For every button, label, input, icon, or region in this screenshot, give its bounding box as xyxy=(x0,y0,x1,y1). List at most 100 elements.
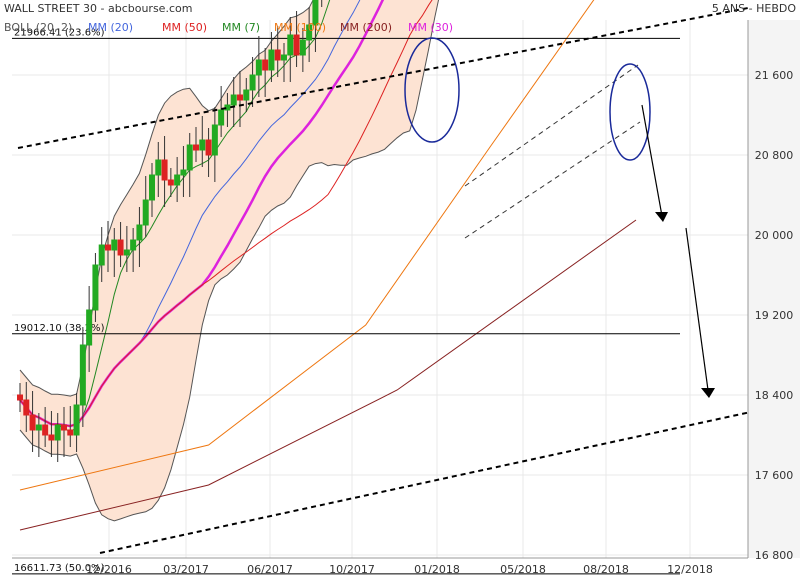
legend-item: MM (30) xyxy=(408,21,453,34)
arrow-head-2 xyxy=(701,388,715,398)
chart-title: WALL STREET 30 - abcbourse.com xyxy=(4,2,192,15)
candle-body xyxy=(155,159,162,176)
candle-body xyxy=(174,174,181,186)
candle-body xyxy=(293,34,300,56)
ma50-line xyxy=(19,0,433,427)
channel-upper-line xyxy=(17,7,749,149)
x-tick-label: 05/2018 xyxy=(500,563,546,576)
candle-body xyxy=(180,169,187,176)
legend-item: MM (200) xyxy=(340,21,392,34)
candle-body xyxy=(230,94,237,106)
ma7-line xyxy=(19,0,331,432)
candle-body xyxy=(262,59,269,71)
chart-period: 5 ANS - HEBDO xyxy=(712,2,796,15)
candle-body xyxy=(79,344,86,406)
candle-body xyxy=(67,429,74,436)
candle-body xyxy=(92,264,99,311)
legend: BOLL (20, 2) MM (20) MM (50) MM (7) MM (100)… xyxy=(4,21,453,34)
candle-body xyxy=(211,124,218,156)
candle-body xyxy=(105,244,111,251)
drawings xyxy=(17,7,761,554)
candles xyxy=(17,0,323,462)
bollinger-band xyxy=(19,0,440,522)
recent-highlight-ellipse xyxy=(609,63,651,161)
y-tick-label: 20 800 xyxy=(755,149,794,162)
candle-body xyxy=(73,404,80,436)
candle-body xyxy=(149,174,155,201)
ma100-line xyxy=(19,0,595,491)
candle-body xyxy=(54,424,61,441)
candle-body xyxy=(193,144,199,151)
y-tick-label: 21 600 xyxy=(755,69,794,82)
candle-body xyxy=(117,239,124,256)
fibonacci-levels: 26767.17 (0.0%)21966.41 (23.6%)19012.10 … xyxy=(12,27,680,575)
candle-body xyxy=(86,309,93,346)
wedge-upper-line xyxy=(464,64,639,187)
candle-body xyxy=(167,179,174,186)
y-tick-label: 22 400 xyxy=(755,0,794,2)
legend-item: MM (20) xyxy=(88,21,133,34)
bollinger-lower xyxy=(19,0,440,522)
top-highlight-ellipse xyxy=(404,37,460,143)
ma200-line xyxy=(19,219,637,531)
channel-lower-line xyxy=(99,409,761,554)
legend-item: MM (50) xyxy=(162,21,207,34)
candle-body xyxy=(23,399,30,416)
candle-body xyxy=(35,424,42,431)
candle-body xyxy=(268,49,275,71)
x-tick-label: 10/2017 xyxy=(329,563,375,576)
arrow-down-2 xyxy=(685,227,709,391)
x-tick-label: 08/2018 xyxy=(583,563,629,576)
candle-body xyxy=(29,414,36,431)
bollinger-upper xyxy=(19,0,314,397)
y-tick-label: 20 000 xyxy=(755,229,794,242)
x-tick-label: 06/2017 xyxy=(247,563,293,576)
candle-body xyxy=(199,139,206,151)
candle-body xyxy=(237,94,243,101)
candle-body xyxy=(274,49,281,61)
candle-body xyxy=(249,74,256,91)
legend-item: MM (7) xyxy=(222,21,260,34)
fibonacci-label: 19012.10 (38.2%) xyxy=(14,323,105,334)
moving-averages xyxy=(19,0,637,531)
y-tick-label: 17 600 xyxy=(755,469,794,482)
candle-body xyxy=(287,34,294,56)
candle-body xyxy=(312,0,319,26)
candle-body xyxy=(61,424,67,431)
y-axis-panel xyxy=(748,20,800,558)
candle-body xyxy=(255,59,262,76)
candle-body xyxy=(17,394,23,401)
candle-body xyxy=(205,139,212,156)
candle-body xyxy=(161,159,168,181)
y-tick-label: 18 400 xyxy=(755,389,794,402)
candle-body xyxy=(111,239,118,251)
bollinger-fill xyxy=(20,0,439,521)
x-tick-label: 03/2017 xyxy=(163,563,209,576)
candle-body xyxy=(218,109,225,126)
fibonacci-label: 21966.41 (23.6%) xyxy=(14,27,105,38)
candle-body xyxy=(186,144,193,171)
candle-body xyxy=(48,434,55,441)
candle-body xyxy=(130,239,137,251)
y-tick-label: 16 800 xyxy=(755,549,794,562)
candle-body xyxy=(281,54,287,61)
candle-body xyxy=(136,224,143,241)
arrow-head-1 xyxy=(655,212,668,222)
candle-body xyxy=(306,24,313,41)
x-tick-label: 12/2016 xyxy=(86,563,132,576)
legend-item: MM (100) xyxy=(274,21,326,34)
fibonacci-label: 16611.73 (50.0%) xyxy=(14,563,105,574)
legend-item: BOLL (20, 2) xyxy=(4,21,72,34)
candle-body xyxy=(123,249,130,256)
axes: 27 20026 40025 60024 80024 00023 20022 4… xyxy=(12,0,800,576)
x-tick-label: 12/2018 xyxy=(667,563,713,576)
wedge-lower-line xyxy=(464,121,641,239)
candle-body xyxy=(42,424,49,436)
arrow-down-1 xyxy=(641,104,663,217)
x-tick-label: 01/2018 xyxy=(414,563,460,576)
candle-body xyxy=(142,199,149,226)
y-tick-label: 19 200 xyxy=(755,309,794,322)
candle-body xyxy=(98,244,105,266)
candle-body xyxy=(299,39,306,56)
